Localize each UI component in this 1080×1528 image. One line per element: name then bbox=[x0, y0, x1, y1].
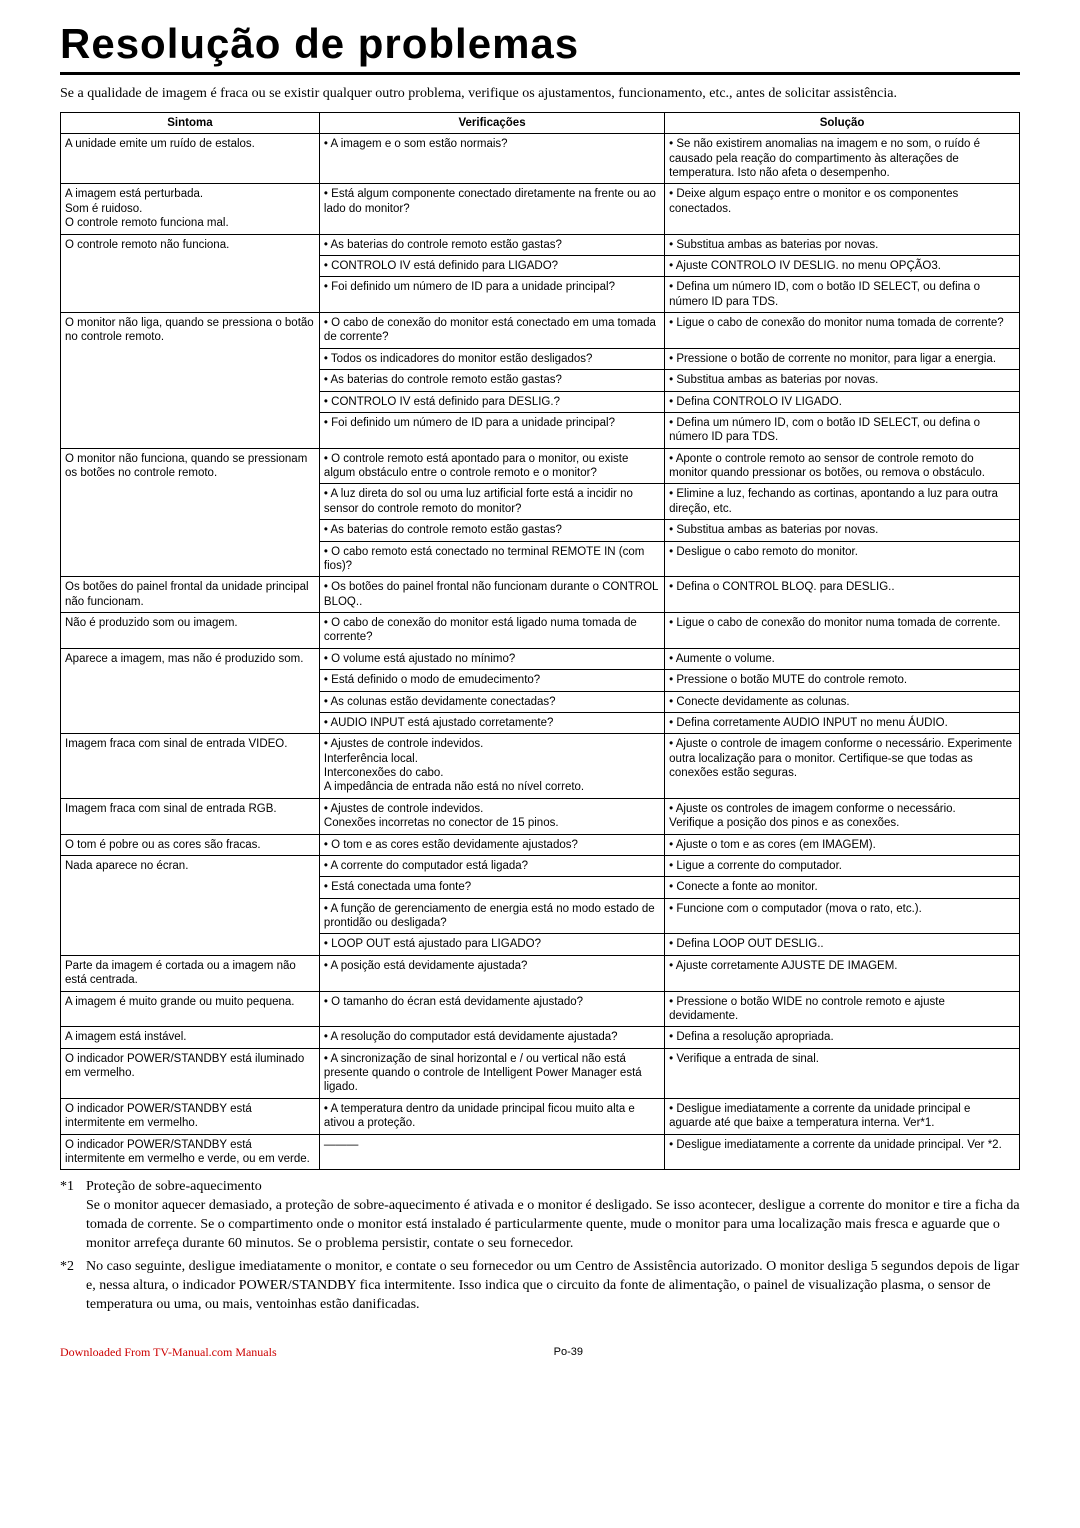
symptom-cell: Imagem fraca com sinal de entrada RGB. bbox=[61, 798, 320, 834]
solution-cell: • Se não existirem anomalias na imagem e… bbox=[665, 134, 1020, 184]
solution-cell: • Deixe algum espaço entre o monitor e o… bbox=[665, 184, 1020, 234]
check-cell: • As baterias do controle remoto estão g… bbox=[319, 234, 664, 255]
check-cell: • A luz direta do sol ou uma luz artific… bbox=[319, 484, 664, 520]
check-cell: • LOOP OUT está ajustado para LIGADO? bbox=[319, 934, 664, 955]
symptom-cell: A imagem é muito grande ou muito pequena… bbox=[61, 991, 320, 1027]
symptom-cell: A imagem está instável. bbox=[61, 1027, 320, 1048]
solution-cell: • Aponte o controle remoto ao sensor de … bbox=[665, 448, 1020, 484]
solution-cell: • Verifique a entrada de sinal. bbox=[665, 1048, 1020, 1098]
solution-cell: • Conecte devidamente as colunas. bbox=[665, 691, 1020, 712]
solution-cell: • Defina CONTROLO IV LIGADO. bbox=[665, 391, 1020, 412]
solution-cell: • Pressione o botão WIDE no controle rem… bbox=[665, 991, 1020, 1027]
solution-cell: • Ligue o cabo de conexão do monitor num… bbox=[665, 313, 1020, 349]
symptom-cell: Não é produzido som ou imagem. bbox=[61, 613, 320, 649]
check-cell: • Está algum componente conectado direta… bbox=[319, 184, 664, 234]
symptom-cell: O controle remoto não funciona. bbox=[61, 234, 320, 313]
symptom-cell: Imagem fraca com sinal de entrada VIDEO. bbox=[61, 734, 320, 799]
symptom-cell: Aparece a imagem, mas não é produzido so… bbox=[61, 648, 320, 734]
intro-text: Se a qualidade de imagem é fraca ou se e… bbox=[60, 85, 1020, 104]
check-cell: • O tom e as cores estão devidamente aju… bbox=[319, 834, 664, 855]
col-header-check: Verificações bbox=[319, 112, 664, 133]
solution-cell: • Defina LOOP OUT DESLIG.. bbox=[665, 934, 1020, 955]
check-cell: • O volume está ajustado no mínimo? bbox=[319, 648, 664, 669]
footnote-body: No caso seguinte, desligue imediatamente… bbox=[86, 1258, 1020, 1315]
check-cell: • Está definido o modo de emudecimento? bbox=[319, 670, 664, 691]
check-cell: • CONTROLO IV está definido para DESLIG.… bbox=[319, 391, 664, 412]
solution-cell: • Ligue o cabo de conexão do monitor num… bbox=[665, 613, 1020, 649]
page-footer: Downloaded From TV-Manual.com Manuals Po… bbox=[60, 1345, 1020, 1360]
check-cell: • A posição está devidamente ajustada? bbox=[319, 955, 664, 991]
check-cell: • O controle remoto está apontado para o… bbox=[319, 448, 664, 484]
check-cell: • O cabo de conexão do monitor está liga… bbox=[319, 613, 664, 649]
solution-cell: • Desligue imediatamente a corrente da u… bbox=[665, 1134, 1020, 1170]
check-cell: • A corrente do computador está ligada? bbox=[319, 855, 664, 876]
check-cell: • A resolução do computador está devidam… bbox=[319, 1027, 664, 1048]
solution-cell: • Ajuste o tom e as cores (em IMAGEM). bbox=[665, 834, 1020, 855]
check-cell: • Todos os indicadores do monitor estão … bbox=[319, 348, 664, 369]
symptom-cell: O monitor não liga, quando se pressiona … bbox=[61, 313, 320, 449]
check-cell: • As baterias do controle remoto estão g… bbox=[319, 370, 664, 391]
symptom-cell: A unidade emite um ruído de estalos. bbox=[61, 134, 320, 184]
page-title: Resolução de problemas bbox=[60, 20, 1020, 75]
solution-cell: • Ajuste o controle de imagem conforme o… bbox=[665, 734, 1020, 799]
symptom-cell: A imagem está perturbada. Som é ruidoso.… bbox=[61, 184, 320, 234]
check-cell: • A função de gerenciamento de energia e… bbox=[319, 898, 664, 934]
symptom-cell: Os botões do painel frontal da unidade p… bbox=[61, 577, 320, 613]
troubleshoot-table: Sintoma Verificações Solução A unidade e… bbox=[60, 112, 1020, 1170]
symptom-cell: O indicador POWER/STANDBY está intermite… bbox=[61, 1134, 320, 1170]
col-header-solution: Solução bbox=[665, 112, 1020, 133]
symptom-cell: O indicador POWER/STANDBY está iluminado… bbox=[61, 1048, 320, 1098]
check-cell: • A sincronização de sinal horizontal e … bbox=[319, 1048, 664, 1098]
page-number: Po-39 bbox=[277, 1346, 860, 1358]
solution-cell: • Substitua ambas as baterias por novas. bbox=[665, 234, 1020, 255]
symptom-cell: O indicador POWER/STANDBY está intermite… bbox=[61, 1098, 320, 1134]
col-header-symptom: Sintoma bbox=[61, 112, 320, 133]
check-cell: • As colunas estão devidamente conectada… bbox=[319, 691, 664, 712]
symptom-cell: Parte da imagem é cortada ou a imagem nã… bbox=[61, 955, 320, 991]
solution-cell: • Substitua ambas as baterias por novas. bbox=[665, 520, 1020, 541]
footnote-label: *1 bbox=[60, 1178, 86, 1254]
check-cell: ——— bbox=[319, 1134, 664, 1170]
check-cell: • O cabo de conexão do monitor está cone… bbox=[319, 313, 664, 349]
solution-cell: • Desligue o cabo remoto do monitor. bbox=[665, 541, 1020, 577]
solution-cell: • Ajuste corretamente AJUSTE DE IMAGEM. bbox=[665, 955, 1020, 991]
check-cell: • Ajustes de controle indevidos. Interfe… bbox=[319, 734, 664, 799]
footnote-label: *2 bbox=[60, 1258, 86, 1315]
solution-cell: • Elimine a luz, fechando as cortinas, a… bbox=[665, 484, 1020, 520]
footnote-body: Proteção de sobre-aquecimento Se o monit… bbox=[86, 1178, 1020, 1254]
solution-cell: • Defina um número ID, com o botão ID SE… bbox=[665, 277, 1020, 313]
solution-cell: • Conecte a fonte ao monitor. bbox=[665, 877, 1020, 898]
check-cell: • Está conectada uma fonte? bbox=[319, 877, 664, 898]
check-cell: • O tamanho do écran está devidamente aj… bbox=[319, 991, 664, 1027]
check-cell: • Foi definido um número de ID para a un… bbox=[319, 412, 664, 448]
footnotes: *1Proteção de sobre-aquecimento Se o mon… bbox=[60, 1178, 1020, 1314]
check-cell: • As baterias do controle remoto estão g… bbox=[319, 520, 664, 541]
check-cell: • Foi definido um número de ID para a un… bbox=[319, 277, 664, 313]
solution-cell: • Funcione com o computador (mova o rato… bbox=[665, 898, 1020, 934]
solution-cell: • Aumente o volume. bbox=[665, 648, 1020, 669]
solution-cell: • Pressione o botão de corrente no monit… bbox=[665, 348, 1020, 369]
check-cell: • AUDIO INPUT está ajustado corretamente… bbox=[319, 712, 664, 733]
footer-left-link: Downloaded From TV-Manual.com Manuals bbox=[60, 1345, 277, 1360]
solution-cell: • Ajuste os controles de imagem conforme… bbox=[665, 798, 1020, 834]
solution-cell: • Substitua ambas as baterias por novas. bbox=[665, 370, 1020, 391]
check-cell: • Os botões do painel frontal não funcio… bbox=[319, 577, 664, 613]
check-cell: • Ajustes de controle indevidos. Conexõe… bbox=[319, 798, 664, 834]
solution-cell: • Desligue imediatamente a corrente da u… bbox=[665, 1098, 1020, 1134]
check-cell: • CONTROLO IV está definido para LIGADO? bbox=[319, 255, 664, 276]
symptom-cell: O monitor não funciona, quando se pressi… bbox=[61, 448, 320, 577]
solution-cell: • Ajuste CONTROLO IV DESLIG. no menu OPÇ… bbox=[665, 255, 1020, 276]
symptom-cell: O tom é pobre ou as cores são fracas. bbox=[61, 834, 320, 855]
check-cell: • A imagem e o som estão normais? bbox=[319, 134, 664, 184]
solution-cell: • Defina o CONTROL BLOQ. para DESLIG.. bbox=[665, 577, 1020, 613]
check-cell: • A temperatura dentro da unidade princi… bbox=[319, 1098, 664, 1134]
solution-cell: • Defina a resolução apropriada. bbox=[665, 1027, 1020, 1048]
solution-cell: • Ligue a corrente do computador. bbox=[665, 855, 1020, 876]
solution-cell: • Defina um número ID, com o botão ID SE… bbox=[665, 412, 1020, 448]
symptom-cell: Nada aparece no écran. bbox=[61, 855, 320, 955]
solution-cell: • Defina corretamente AUDIO INPUT no men… bbox=[665, 712, 1020, 733]
solution-cell: • Pressione o botão MUTE do controle rem… bbox=[665, 670, 1020, 691]
check-cell: • O cabo remoto está conectado no termin… bbox=[319, 541, 664, 577]
